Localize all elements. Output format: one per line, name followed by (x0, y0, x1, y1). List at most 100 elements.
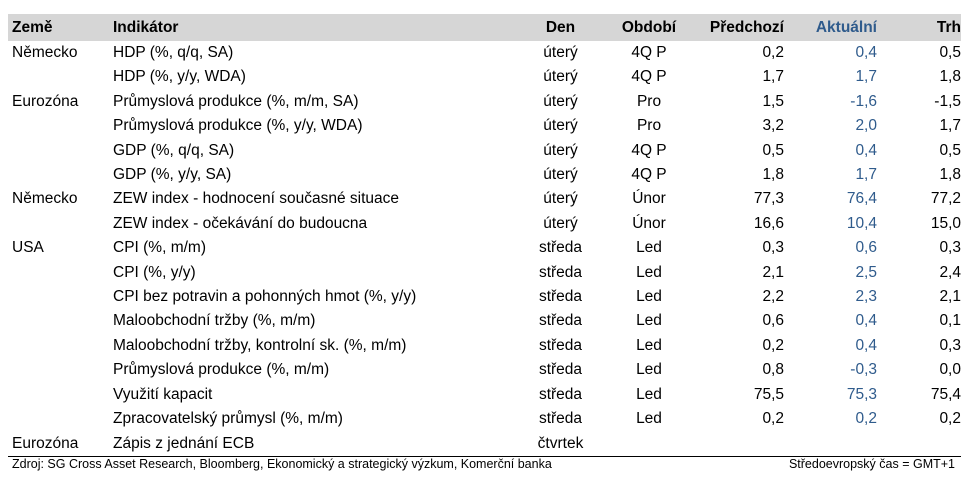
table-row: GDP (%, y/y, SA) úterý 4Q P 1,8 1,7 1,8 (8, 163, 961, 187)
cell-predchozi: 0,5 (762, 141, 784, 159)
cell-zeme (8, 407, 113, 431)
cell-zeme (8, 212, 113, 236)
cell-trh: 0,3 (939, 336, 961, 354)
cell-predchozi: 16,6 (753, 214, 784, 232)
cell-den: úterý (543, 141, 578, 159)
cell-aktualni: 0,4 (855, 312, 877, 330)
cell-aktualni: 2,5 (855, 263, 877, 281)
cell-indikator: Maloobchodní tržby, kontrolní sk. (%, m/… (113, 336, 407, 354)
cell-indikator: GDP (%, y/y, SA) (113, 166, 232, 184)
table-row: Využití kapacit středa Led 75,5 75,3 75,4 (8, 383, 961, 407)
cell-zeme (8, 114, 113, 138)
cell-obdobi: Led (636, 263, 662, 281)
cell-den: čtvrtek (513, 431, 608, 457)
cell-den: úterý (543, 117, 578, 135)
header-obdobi: Období (621, 19, 677, 36)
cell-trh: 0,2 (939, 410, 961, 428)
cell-aktualni (784, 431, 877, 457)
table-row: GDP (%, q/q, SA) úterý 4Q P 0,5 0,4 0,5 (8, 139, 961, 163)
table-row: Německo HDP (%, q/q, SA) úterý 4Q P 0,2 0,4 0,… (8, 41, 961, 65)
cell-obdobi: Led (636, 361, 662, 379)
cell-zeme (8, 261, 113, 285)
table-header-row: Země Indikátor Den Období Předchozí Aktu… (8, 14, 961, 41)
cell-indikator: HDP (%, y/y, WDA) (113, 68, 246, 86)
table-body: Německo HDP (%, q/q, SA) úterý 4Q P 0,2 0,4 0,… (8, 41, 961, 457)
cell-indikator: Průmyslová produkce (%, m/m) (113, 361, 330, 379)
table-row: Průmyslová produkce (%, y/y, WDA) úterý Pr… (8, 114, 961, 138)
cell-predchozi: 77,3 (753, 190, 784, 208)
cell-indikator: CPI (%, m/m) (113, 239, 206, 257)
cell-trh: 2,4 (939, 263, 961, 281)
cell-aktualni: 76,4 (846, 190, 877, 208)
cell-trh: 75,4 (930, 385, 961, 403)
cell-zeme: Eurozóna (12, 92, 79, 110)
cell-predchozi: 0,6 (762, 312, 784, 330)
cell-obdobi: 4Q P (631, 68, 667, 86)
cell-trh: 0,1 (939, 312, 961, 330)
cell-zeme (8, 163, 113, 187)
table-row: HDP (%, y/y, WDA) úterý 4Q P 1,7 1,7 1,8 (8, 65, 961, 89)
cell-trh: 0,5 (939, 44, 961, 61)
cell-aktualni: 10,4 (846, 214, 877, 232)
table-row: Průmyslová produkce (%, m/m) středa Led 0,8… (8, 358, 961, 382)
table-row: ZEW index - očekávání do budoucna úterý Ún… (8, 212, 961, 236)
table-row: Zpracovatelský průmysl (%, m/m) středa Led… (8, 407, 961, 431)
cell-den: úterý (543, 92, 578, 110)
table-row: USA CPI (%, m/m) středa Led 0,3 0,6 0,3 (8, 236, 961, 260)
cell-obdobi: Únor (632, 190, 666, 208)
cell-den: středa (538, 263, 583, 281)
cell-obdobi: Únor (632, 214, 666, 232)
cell-predchozi: 3,2 (762, 117, 784, 135)
cell-indikator: Zápis z jednání ECB (113, 431, 513, 457)
cell-obdobi: 4Q P (631, 141, 667, 159)
header-den: Den (545, 19, 576, 36)
cell-zeme: Německo (12, 44, 78, 61)
cell-indikator: ZEW index - hodnocení současné situace (113, 190, 400, 208)
table-row: CPI bez potravin a pohonných hmot (%, y/… (8, 285, 961, 309)
cell-den: úterý (543, 44, 578, 61)
cell-trh: 0,3 (939, 239, 961, 257)
cell-den: úterý (543, 214, 578, 232)
cell-predchozi: 75,5 (753, 385, 784, 403)
cell-indikator: Průmyslová produkce (%, y/y, WDA) (113, 117, 363, 135)
cell-zeme (8, 285, 113, 309)
cell-predchozi: 0,2 (762, 410, 784, 428)
table-row: Eurozóna Průmyslová produkce (%, m/m, SA)… (8, 90, 961, 114)
cell-zeme (8, 65, 113, 89)
cell-predchozi: 0,2 (762, 336, 784, 354)
cell-aktualni: 0,4 (855, 336, 877, 354)
cell-predchozi: 2,2 (762, 288, 784, 306)
cell-zeme (8, 383, 113, 407)
cell-aktualni: 0,4 (855, 44, 877, 61)
cell-predchozi: 0,8 (762, 361, 784, 379)
cell-indikator: Maloobchodní tržby (%, m/m) (113, 312, 316, 330)
cell-indikator: Zpracovatelský průmysl (%, m/m) (113, 410, 343, 428)
cell-aktualni: 1,7 (855, 68, 877, 86)
cell-obdobi: 4Q P (631, 44, 667, 61)
cell-predchozi: 0,2 (762, 44, 784, 61)
cell-indikator: GDP (%, q/q, SA) (113, 141, 235, 159)
cell-zeme: USA (12, 239, 44, 257)
cell-obdobi: Led (636, 410, 662, 428)
cell-den: středa (538, 312, 583, 330)
cell-predchozi: 1,5 (762, 92, 784, 110)
cell-obdobi: 4Q P (631, 166, 667, 184)
table-row: Maloobchodní tržby, kontrolní sk. (%, m/… (8, 334, 961, 358)
cell-trh: 0,0 (939, 361, 961, 379)
cell-indikator: Průmyslová produkce (%, m/m, SA) (113, 92, 359, 110)
cell-aktualni: 2,3 (855, 288, 877, 306)
cell-aktualni: 0,2 (855, 410, 877, 428)
cell-trh: 77,2 (930, 190, 961, 208)
cell-predchozi: 1,8 (762, 166, 784, 184)
cell-zeme (8, 358, 113, 382)
cell-indikator: Využití kapacit (113, 385, 213, 403)
cell-den: úterý (543, 190, 578, 208)
source-note: Zdroj: SG Cross Asset Research, Bloomber… (12, 457, 552, 471)
cell-trh: 1,7 (939, 117, 961, 135)
cell-indikator: HDP (%, q/q, SA) (113, 44, 234, 61)
cell-indikator: CPI (%, y/y) (113, 263, 196, 281)
cell-predchozi: 2,1 (762, 263, 784, 281)
cell-trh: 1,8 (939, 68, 961, 86)
cell-zeme: Německo (12, 190, 78, 208)
cell-aktualni: 2,0 (855, 117, 877, 135)
